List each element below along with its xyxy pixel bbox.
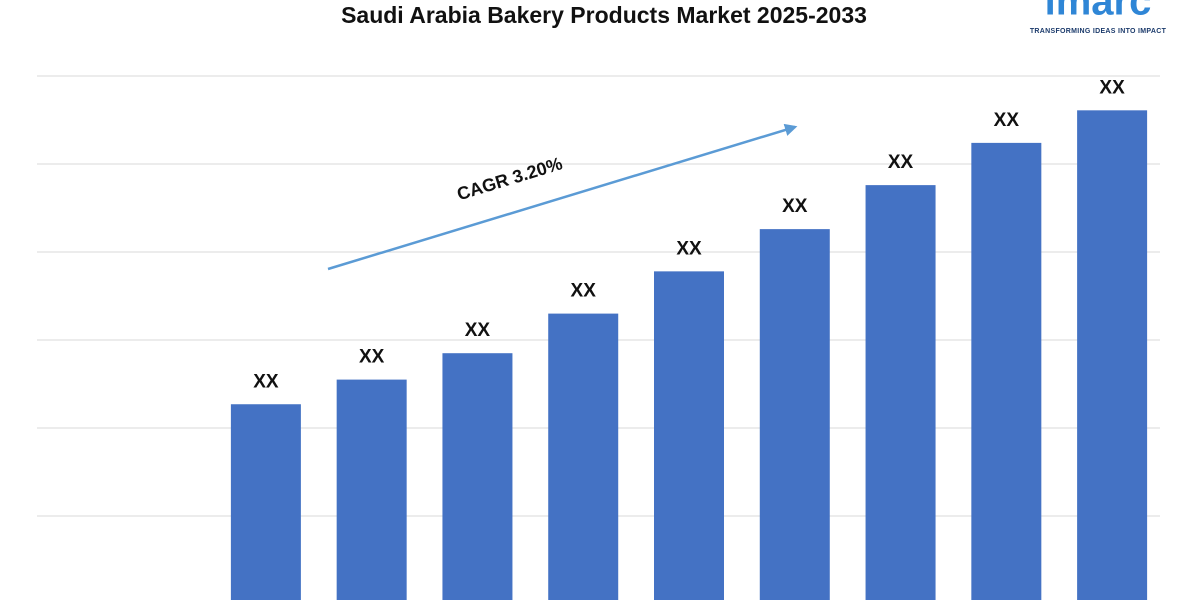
bar [1077, 110, 1148, 600]
bars: XX XX XX XX XX XX XX XX XX [230, 77, 1148, 600]
value-label: XX [782, 196, 808, 217]
bar [230, 404, 301, 600]
bar [971, 142, 1042, 600]
cagr-annotation: CAGR 3.20% [455, 153, 565, 204]
logo-tagline: TRANSFORMING IDEAS INTO IMPACT [1030, 28, 1167, 35]
bar [654, 271, 724, 600]
bar [548, 313, 619, 600]
value-label: XX [465, 320, 491, 341]
value-label: XX [571, 281, 597, 302]
bar [336, 379, 407, 600]
logo: imarc [1045, 0, 1152, 24]
value-label: XX [994, 110, 1020, 131]
value-label: XX [253, 371, 279, 392]
value-label: XX [1099, 77, 1125, 98]
value-label: XX [359, 347, 385, 368]
bar [442, 353, 513, 600]
trend-arrow [327, 123, 798, 271]
value-label: XX [888, 152, 914, 173]
chart-title: Saudi Arabia Bakery Products Market 2025… [341, 2, 867, 28]
bar [759, 229, 830, 600]
bar [865, 185, 936, 600]
value-label: XX [676, 238, 702, 259]
